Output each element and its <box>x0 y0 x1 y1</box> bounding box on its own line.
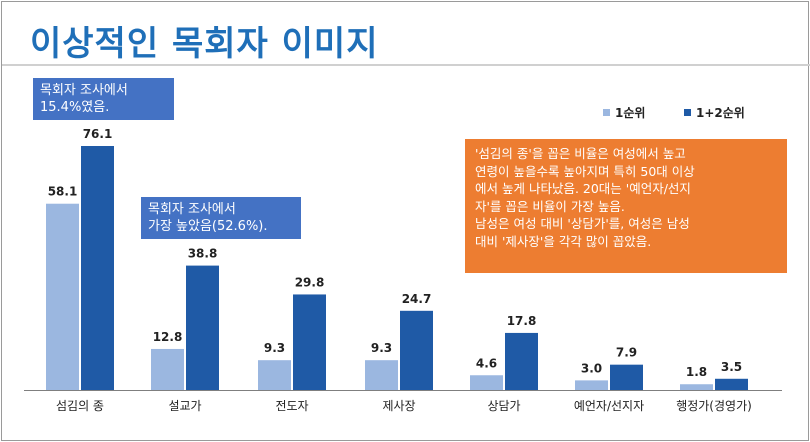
bar-first-2 <box>151 348 184 390</box>
bar-first-7 <box>680 384 713 390</box>
category-label-7: 행정가(경영가) <box>676 398 752 413</box>
callout-analysis-line-4: 자'를 꼽은 비율이 가장 높음. <box>475 198 625 214</box>
data-label-first-1: 58.1 <box>48 185 78 199</box>
bar-first-3 <box>258 360 291 390</box>
callout-pastor-survey-2-line-2: 가장 높았음(52.6%). <box>148 219 268 234</box>
bar-combined-1 <box>81 146 114 390</box>
bar-combined-2 <box>186 265 219 390</box>
callout-analysis-line-6: 대비 '제사장'을 각각 많이 꼽았음. <box>475 233 652 249</box>
data-label-combined-4: 24.7 <box>402 292 432 306</box>
bar-first-4 <box>365 360 398 390</box>
bar-combined-3 <box>293 294 326 390</box>
data-label-combined-3: 29.8 <box>295 275 325 289</box>
callout-pastor-survey-2: 목회자 조사에서 가장 높았음(52.6%). <box>141 197 301 239</box>
callout-pastor-survey-2-line-1: 목회자 조사에서 <box>148 202 236 217</box>
callout-analysis-line-1: '섬김의 종'을 꼽은 비율은 여성에서 높고 <box>475 146 686 161</box>
callout-analysis-line-5: 남성은 여성 대비 '상담가'를, 여성은 남성 <box>475 216 690 231</box>
callout-pastor-survey-1-line-2: 15.4%였음. <box>40 100 110 115</box>
data-label-combined-7: 3.5 <box>721 360 742 374</box>
callout-pastor-survey-1-line-1: 목회자 조사에서 <box>40 83 128 98</box>
legend-combined-swatch <box>684 109 691 116</box>
legend-first-swatch <box>603 109 610 116</box>
legend-combined: 1+2순위 <box>684 104 745 121</box>
data-label-first-6: 3.0 <box>581 361 602 375</box>
callout-analysis-line-3: 에서 높게 나타났음. 20대는 '예언자/선지 <box>475 181 691 196</box>
legend-combined-label: 1+2순위 <box>696 106 745 120</box>
data-label-combined-2: 38.8 <box>188 247 218 261</box>
category-label-3: 전도자 <box>275 399 308 413</box>
callout-pastor-survey-1: 목회자 조사에서 15.4%였음. <box>33 78 174 120</box>
category-label-5: 상담가 <box>487 399 520 413</box>
callout-analysis: '섬김의 종'을 꼽은 비율은 여성에서 높고 연령이 높을수록 높아지며 특히… <box>465 139 787 273</box>
category-label-4: 제사장 <box>382 399 415 413</box>
bar-first-6 <box>575 380 608 390</box>
title-divider <box>2 64 810 66</box>
data-label-first-2: 12.8 <box>153 330 183 344</box>
bar-combined-4 <box>400 310 433 390</box>
bar-first-1 <box>46 203 79 390</box>
data-label-combined-6: 7.9 <box>616 346 637 360</box>
legend-first: 1순위 <box>603 104 645 121</box>
bar-combined-5 <box>505 332 538 390</box>
data-label-combined-1: 76.1 <box>83 127 113 141</box>
bar-combined-7 <box>715 378 748 390</box>
data-label-first-3: 9.3 <box>264 341 285 355</box>
category-label-6: 예언자/선지자 <box>574 399 644 413</box>
category-label-1: 섬김의 종 <box>56 399 104 413</box>
legend-first-label: 1순위 <box>615 106 646 120</box>
bar-first-5 <box>470 375 503 390</box>
data-label-first-5: 4.6 <box>476 356 497 370</box>
category-label-2: 설교가 <box>168 399 201 413</box>
data-label-first-4: 9.3 <box>371 341 392 355</box>
data-label-combined-5: 17.8 <box>507 314 537 328</box>
bar-combined-6 <box>610 364 643 390</box>
data-label-first-7: 1.8 <box>686 365 707 379</box>
callout-analysis-line-2: 연령이 높을수록 높아지며 특히 50대 이상 <box>475 163 695 179</box>
page-title: 이상적인 목회자 이미지 <box>30 24 379 64</box>
